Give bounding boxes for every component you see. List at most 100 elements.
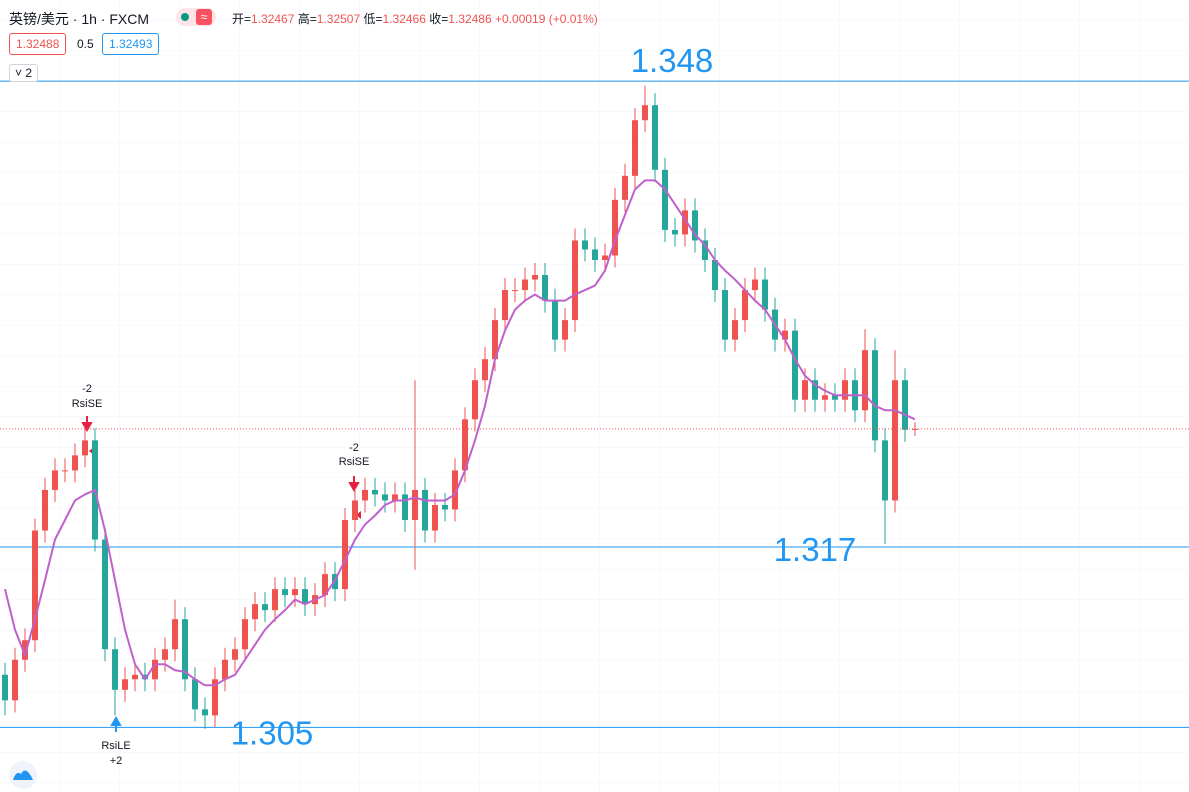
candle-body xyxy=(802,380,808,400)
candle-body xyxy=(22,640,28,660)
bid-button[interactable]: 1.32488 xyxy=(9,33,67,55)
candle-body xyxy=(512,290,518,292)
candle-body xyxy=(222,659,228,680)
candle-body xyxy=(62,470,68,472)
candle-body xyxy=(562,320,568,340)
signal-qty: -2 xyxy=(82,383,92,395)
candle-body xyxy=(812,380,818,400)
candle-body xyxy=(672,229,678,235)
candle-body xyxy=(542,275,548,301)
candle-body xyxy=(262,604,268,611)
candle-body xyxy=(492,320,498,360)
candle-body xyxy=(522,279,528,291)
spread: 0.5 xyxy=(77,37,94,51)
candle-body xyxy=(412,489,418,520)
ohlc-value: 1.32507 xyxy=(316,12,361,26)
change: +0.00019 (+0.01%) xyxy=(495,12,598,26)
candle-body xyxy=(652,105,658,170)
level-label: 1.305 xyxy=(231,714,314,751)
candle-body xyxy=(102,539,108,650)
candle-body xyxy=(442,504,448,510)
ask-button[interactable]: 1.32493 xyxy=(102,33,160,55)
candle-body xyxy=(602,255,608,260)
candle-body xyxy=(842,380,848,400)
symbol-header: 英镑/美元 · 1h · FXCM xyxy=(9,11,150,27)
candle-body xyxy=(352,500,358,520)
symbol: 英镑/美元 xyxy=(9,11,69,27)
candle-body xyxy=(122,679,128,690)
candle-body xyxy=(572,240,578,321)
candle-body xyxy=(282,589,288,596)
candle-body xyxy=(472,380,478,420)
ohlc-value: 1.32467 xyxy=(251,12,295,26)
status-pill[interactable]: ≈ xyxy=(176,8,216,26)
signal-label: RsiSE xyxy=(339,456,370,468)
moving-average xyxy=(4,179,916,687)
candle-body xyxy=(232,649,238,660)
candle-body xyxy=(632,120,638,176)
candle-body xyxy=(272,589,278,611)
candle-body xyxy=(52,470,58,490)
signal-qty: -2 xyxy=(349,442,359,454)
candle-body xyxy=(302,589,308,605)
candle-body xyxy=(872,350,878,441)
collapse-button[interactable]: ˅ 2 xyxy=(9,64,39,82)
candle-body xyxy=(452,470,458,510)
signal-label: RsiLE xyxy=(101,740,130,752)
ohlc-legend: 开=1.32467 高=1.32507 低=1.32466 收=1.32486 … xyxy=(232,10,598,27)
candle-body xyxy=(582,240,588,250)
level-label: 1.348 xyxy=(631,42,714,79)
candle-body xyxy=(622,175,628,200)
ohlc-label: 低= xyxy=(363,12,383,26)
candle-body xyxy=(742,290,748,321)
candle-body xyxy=(552,300,558,340)
source: FXCM xyxy=(109,11,150,27)
candle-body xyxy=(762,279,768,310)
candle-body xyxy=(592,249,598,260)
candle-body xyxy=(882,440,888,501)
candle-body xyxy=(422,489,428,531)
candle-body xyxy=(142,674,148,680)
candle-body xyxy=(752,279,758,291)
candle-body xyxy=(902,380,908,430)
ohlc-value: 1.32486 xyxy=(448,12,492,26)
ohlc-value: 1.32466 xyxy=(382,12,426,26)
candle-body xyxy=(392,494,398,501)
candle-body xyxy=(532,275,538,280)
candle-body xyxy=(292,589,298,596)
candle-body xyxy=(712,259,718,291)
candle-body xyxy=(72,455,78,471)
candle-body xyxy=(42,489,48,531)
candle-body xyxy=(252,604,258,620)
candle-body xyxy=(132,674,138,680)
candle-body xyxy=(482,359,488,381)
ohlc-label: 高= xyxy=(297,12,317,26)
candle-body xyxy=(2,674,8,701)
candle-body xyxy=(432,504,438,531)
level-label: 1.317 xyxy=(774,531,857,568)
candle-body xyxy=(182,619,188,680)
candle-body xyxy=(732,320,738,340)
candle-body xyxy=(32,530,38,641)
ohlc-label: 开= xyxy=(232,12,252,26)
candle-body xyxy=(12,659,18,701)
candle-body xyxy=(322,574,328,596)
candle-body xyxy=(792,330,798,400)
candle-body xyxy=(832,395,838,400)
candle-body xyxy=(202,709,208,716)
candle-body xyxy=(192,679,198,710)
candle-body xyxy=(612,199,618,256)
candle-body xyxy=(502,290,508,321)
candle-body xyxy=(682,210,688,235)
candle-body xyxy=(862,350,868,411)
candle-body xyxy=(162,649,168,660)
candle-body xyxy=(382,494,388,501)
candle-body xyxy=(702,240,708,260)
candle-body xyxy=(402,494,408,520)
candle-body xyxy=(242,619,248,650)
candle-body xyxy=(112,649,118,690)
logo xyxy=(9,761,37,789)
candle-body xyxy=(152,659,158,680)
